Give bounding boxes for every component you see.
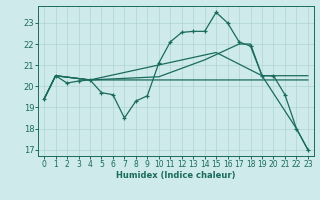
X-axis label: Humidex (Indice chaleur): Humidex (Indice chaleur) (116, 171, 236, 180)
